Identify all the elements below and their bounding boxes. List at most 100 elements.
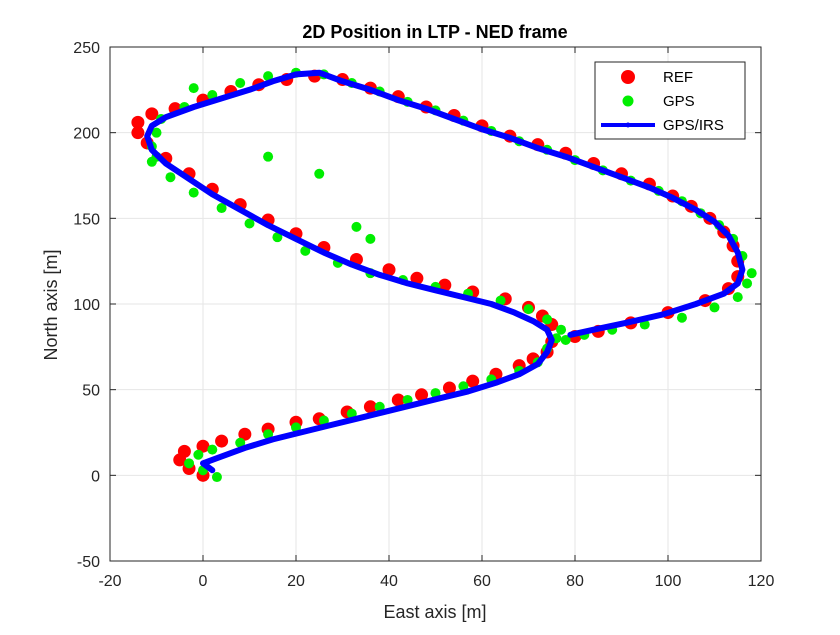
data-point (415, 388, 429, 402)
data-point (735, 250, 741, 256)
data-point (237, 207, 243, 213)
axes: -20 0 20 40 60 80 100 120 -50 0 50 100 150 200 250 (73, 40, 774, 590)
data-point (391, 393, 405, 407)
data-point (442, 381, 456, 395)
data-point (238, 427, 252, 441)
y-tick-label: 50 (82, 383, 100, 400)
data-point (316, 70, 322, 76)
data-point (466, 374, 480, 388)
data-point (188, 83, 199, 94)
y-tick-label: 250 (73, 40, 100, 57)
data-point (395, 97, 401, 103)
data-point (619, 174, 624, 180)
data-point (670, 195, 676, 201)
data-point (381, 409, 387, 415)
data-point (145, 107, 159, 121)
data-point (293, 236, 299, 242)
x-tick-label: 60 (473, 573, 491, 590)
data-point (405, 280, 411, 286)
data-point (495, 295, 506, 306)
data-point (549, 337, 555, 343)
data-point (149, 147, 155, 153)
data-point (516, 371, 522, 377)
data-point (693, 207, 699, 213)
series-line (144, 69, 746, 474)
data-point (184, 458, 195, 469)
data-point (367, 87, 373, 93)
data-point (144, 133, 150, 139)
data-point (340, 78, 345, 84)
data-point (409, 402, 415, 408)
data-point (235, 77, 246, 88)
data-point (163, 161, 169, 167)
data-point (567, 332, 573, 338)
y-tick-label: -50 (77, 554, 100, 571)
data-point (542, 314, 553, 325)
data-point (721, 291, 727, 297)
data-point (430, 388, 441, 399)
data-point (563, 154, 569, 160)
x-tick-label: 120 (748, 573, 775, 590)
y-tick-label: 200 (73, 126, 100, 143)
y-axis-label: North axis [m] (41, 249, 61, 360)
data-point (523, 304, 534, 315)
data-point (235, 437, 246, 448)
data-point (438, 278, 452, 292)
data-point (535, 145, 541, 151)
data-point (247, 87, 252, 93)
data-point (591, 327, 597, 333)
legend-swatch (622, 95, 634, 107)
data-point (623, 320, 629, 326)
x-tick-label: 80 (566, 573, 584, 590)
data-point (263, 429, 274, 440)
data-point (732, 292, 743, 303)
data-point (377, 272, 383, 278)
data-point (488, 301, 494, 307)
data-point (191, 104, 197, 110)
data-point (326, 423, 332, 429)
data-point (242, 445, 248, 451)
data-point (244, 218, 255, 229)
data-point (270, 436, 276, 442)
data-point (735, 280, 741, 286)
data-point (200, 460, 206, 466)
legend-label: GPS (663, 93, 695, 110)
data-point (291, 422, 301, 433)
series-gps-irs (144, 69, 746, 474)
data-point (314, 168, 325, 179)
x-tick-label: 100 (655, 573, 682, 590)
legend-swatch (621, 70, 635, 84)
data-point (177, 444, 191, 458)
data-point (410, 271, 424, 285)
data-point (530, 318, 536, 324)
data-point (535, 361, 541, 367)
data-point (451, 116, 457, 122)
data-point (353, 416, 359, 422)
data-point (458, 381, 469, 392)
data-point (318, 415, 329, 426)
data-point (298, 430, 304, 435)
data-point (215, 434, 229, 448)
data-point (646, 184, 652, 190)
data-point (512, 310, 518, 316)
data-point (433, 287, 438, 293)
data-point (265, 222, 271, 228)
x-axis-label: East axis [m] (383, 602, 486, 622)
data-point (219, 95, 225, 101)
data-point (507, 135, 513, 141)
data-point (209, 467, 215, 473)
x-tick-label: 0 (199, 573, 208, 590)
data-point (346, 408, 357, 419)
data-point (746, 268, 757, 279)
legend-label: REF (663, 69, 693, 86)
data-point (293, 71, 299, 77)
y-tick-label: 100 (73, 297, 100, 314)
data-point (193, 449, 204, 460)
legend: REF GPS GPS/IRS (594, 61, 746, 140)
legend-marker (625, 122, 631, 128)
data-point (270, 78, 276, 84)
data-point (351, 221, 362, 232)
data-point (742, 278, 753, 289)
data-point (214, 455, 220, 461)
